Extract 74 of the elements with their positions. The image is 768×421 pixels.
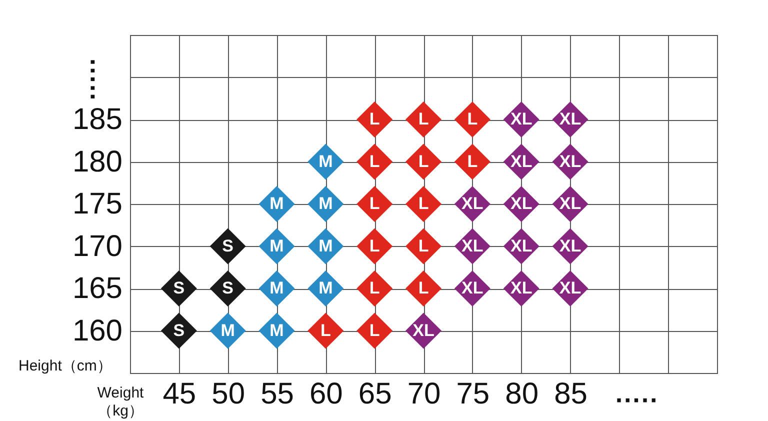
text: XL xyxy=(462,194,484,213)
text: S xyxy=(222,278,234,298)
text: XL xyxy=(559,110,582,128)
point xyxy=(356,228,393,264)
y-tick-label: 170 xyxy=(72,230,122,263)
x-tick-label: 70 xyxy=(407,378,441,410)
text: M xyxy=(270,278,284,298)
text: L xyxy=(418,110,429,128)
text: ····· xyxy=(78,58,108,102)
text: L xyxy=(369,152,380,171)
point xyxy=(405,144,442,180)
point xyxy=(356,144,393,180)
text: XL xyxy=(559,278,582,298)
text: XL xyxy=(559,194,582,213)
text: ····· xyxy=(615,385,659,415)
x-tick-label: 45 xyxy=(162,378,196,410)
x-tick-label: 65 xyxy=(358,378,392,410)
text: M xyxy=(270,194,284,213)
x-axis-title: Weight （kg） xyxy=(97,384,145,420)
x-tick-label: 50 xyxy=(212,378,246,410)
text: XL xyxy=(510,152,532,171)
text: XL xyxy=(462,236,484,256)
text: M xyxy=(318,278,333,298)
text: L xyxy=(467,152,478,171)
text: XL xyxy=(462,278,484,298)
text: L xyxy=(369,236,380,256)
y-tick-label: 175 xyxy=(72,188,122,220)
text: M xyxy=(318,194,333,213)
text: L xyxy=(418,194,429,213)
text: L xyxy=(418,152,429,171)
point xyxy=(405,101,442,138)
text: L xyxy=(369,194,380,213)
x-tick-label: 80 xyxy=(505,378,539,410)
x-tick-label: 85 xyxy=(554,378,588,410)
point xyxy=(405,186,442,222)
text: L xyxy=(418,236,429,256)
text: XL xyxy=(510,278,532,298)
series-label: L xyxy=(320,320,331,340)
series-label: S xyxy=(173,320,185,340)
text: L xyxy=(369,278,380,298)
text: L xyxy=(467,110,478,128)
point xyxy=(308,312,344,349)
point xyxy=(356,270,393,307)
x-tick-label: 60 xyxy=(309,378,343,410)
text: XL xyxy=(559,152,582,171)
point xyxy=(454,144,490,180)
point xyxy=(405,270,442,307)
text: XL xyxy=(510,110,532,128)
series-label: XL xyxy=(412,320,434,340)
point xyxy=(356,186,393,222)
x-tick-label: 55 xyxy=(260,378,294,410)
text: XL xyxy=(559,236,582,256)
y-tick-label: 165 xyxy=(72,272,122,305)
text: M xyxy=(270,320,284,340)
text: XL xyxy=(510,194,532,213)
text: M xyxy=(270,236,284,256)
text: L xyxy=(369,320,380,340)
text: L xyxy=(369,110,380,128)
text: M xyxy=(318,152,333,171)
x-tick-label: 75 xyxy=(456,378,490,410)
series-label: M xyxy=(220,320,235,340)
point xyxy=(356,312,393,349)
text: S xyxy=(222,236,234,256)
point xyxy=(454,101,490,138)
point xyxy=(356,101,393,138)
y-tick-label: 185 xyxy=(72,103,122,136)
text: L xyxy=(418,278,429,298)
point xyxy=(405,228,442,264)
y-tick-label: 160 xyxy=(72,314,122,348)
text: S xyxy=(173,278,185,298)
y-axis-title: Height（cm） xyxy=(18,358,112,374)
y-tick-label: 180 xyxy=(72,145,122,178)
text: M xyxy=(318,236,333,256)
text: XL xyxy=(510,236,532,256)
